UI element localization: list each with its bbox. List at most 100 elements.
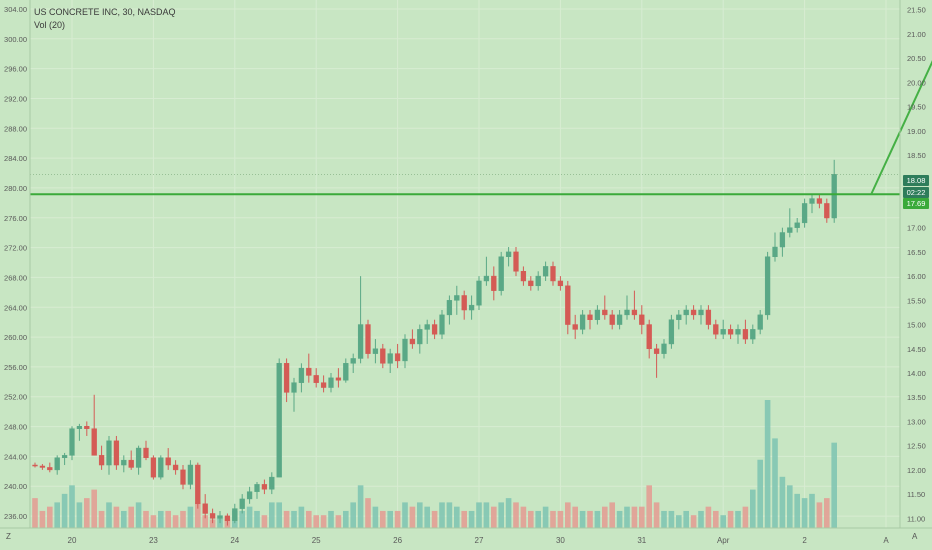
- candle-body: [320, 382, 327, 388]
- candle-body: [387, 353, 393, 364]
- volume-bar: [720, 515, 726, 528]
- candle-body: [298, 367, 305, 383]
- left-axis-tick-label: 272.00: [4, 244, 27, 253]
- candle-body: [357, 324, 364, 359]
- volume-bar: [824, 498, 830, 528]
- volume-bar: [446, 502, 453, 528]
- volume-bar: [542, 506, 549, 528]
- volume-bar: [39, 510, 46, 528]
- candle-body: [409, 338, 416, 345]
- volume-bar: [816, 502, 823, 528]
- candle-body: [801, 203, 808, 224]
- time-axis[interactable]: 20 23 24 25 26 27 30 31 Apr 2 A: [68, 536, 890, 545]
- left-axis-tick-label: 284.00: [4, 154, 27, 163]
- volume-bar: [113, 506, 120, 528]
- candle-body: [824, 203, 830, 219]
- left-axis-tick-label: 260.00: [4, 333, 27, 342]
- candle-body: [394, 353, 401, 362]
- volume-bar: [91, 489, 97, 528]
- candle-body: [150, 457, 157, 478]
- candle-body: [424, 324, 430, 330]
- volume-bar: [831, 442, 837, 528]
- volume-bar: [772, 438, 778, 528]
- candle-body: [602, 309, 608, 316]
- candle-body: [616, 314, 623, 325]
- candle-body: [372, 348, 379, 354]
- candle-body: [557, 280, 564, 287]
- volume-bar: [468, 510, 475, 528]
- left-axis-tick-label: 256.00: [4, 363, 27, 372]
- volume-bar: [624, 506, 630, 528]
- volume-bar: [76, 502, 83, 528]
- volume-bar: [616, 510, 623, 528]
- candle-body: [246, 491, 253, 500]
- candle-body: [69, 428, 75, 456]
- candle-body: [202, 503, 208, 514]
- volume-bar: [291, 510, 297, 528]
- volume-bar: [202, 515, 208, 528]
- candle-body: [683, 309, 689, 316]
- right-axis-tick-label: 20.50: [907, 54, 926, 63]
- volume-bar: [764, 400, 771, 528]
- candle-body: [787, 227, 793, 233]
- volume-bar: [676, 515, 682, 528]
- volume-bar: [505, 498, 512, 528]
- time-axis-tick-label: 25: [312, 536, 321, 545]
- candle-body: [180, 469, 186, 485]
- volume-bar: [476, 502, 482, 528]
- candle-body: [135, 447, 142, 468]
- left-axis-tick-label: 236.00: [4, 512, 27, 521]
- volume-bar: [98, 510, 105, 528]
- volume-bar: [757, 459, 763, 528]
- right-axis-tick-label: 16.00: [907, 272, 926, 281]
- volume-bar: [269, 502, 275, 528]
- right-axis-tick-label: 17.00: [907, 224, 926, 233]
- candle-body: [291, 382, 297, 393]
- candle-body: [698, 309, 704, 316]
- volume-bar: [454, 506, 460, 528]
- candle-body: [91, 428, 97, 456]
- symbol-title[interactable]: US CONCRETE INC, 30, NASDAQ: [34, 7, 176, 17]
- candle-body: [343, 363, 349, 381]
- right-axis-tick-label: 16.50: [907, 248, 926, 257]
- candle-body: [809, 198, 815, 204]
- volume-bar: [698, 510, 704, 528]
- candle-body: [32, 464, 38, 467]
- right-axis-tick-label: 12.00: [907, 466, 926, 475]
- candle-body: [779, 232, 786, 248]
- candle-body: [328, 377, 334, 388]
- volume-bar: [513, 502, 519, 528]
- volume-bar: [357, 485, 364, 528]
- right-axis-tick-label: 18.50: [907, 151, 926, 160]
- volume-bar: [195, 502, 201, 528]
- volume-bar: [328, 510, 334, 528]
- volume-bar: [535, 510, 541, 528]
- volume-bar: [394, 510, 401, 528]
- volume-indicator-label[interactable]: Vol (20): [34, 20, 66, 30]
- volume-bar: [106, 502, 112, 528]
- trend-arrow-annotation[interactable]: [870, 34, 932, 195]
- candle-body: [158, 457, 164, 478]
- volume-bar: [661, 510, 667, 528]
- candle-body: [542, 266, 549, 277]
- time-axis-tick-label: 20: [68, 536, 77, 545]
- left-corner-label[interactable]: Z: [6, 532, 11, 541]
- right-axis-tick-label: 14.00: [907, 369, 926, 378]
- left-price-axis[interactable]: 236.00 240.00 244.00 248.00 252.00 256.00 260.…: [4, 5, 27, 521]
- candle-body: [431, 324, 438, 335]
- volume-bar: [239, 510, 245, 528]
- candle-body: [165, 457, 171, 466]
- candle-body: [483, 275, 490, 282]
- volume-bar: [298, 506, 305, 528]
- candle-body: [513, 251, 519, 272]
- right-axis-tick-label: 11.00: [907, 514, 925, 523]
- volume-bar: [572, 506, 578, 528]
- right-corner-label[interactable]: A: [912, 532, 918, 541]
- candle-body: [668, 319, 675, 345]
- right-price-axis[interactable]: 11.00 11.50 12.00 12.50 13.00 13.50 14.00 14.50…: [907, 6, 926, 524]
- volume-bar: [365, 498, 371, 528]
- left-axis-tick-label: 280.00: [4, 184, 27, 193]
- candle-body: [106, 440, 112, 466]
- candle-body: [742, 329, 749, 340]
